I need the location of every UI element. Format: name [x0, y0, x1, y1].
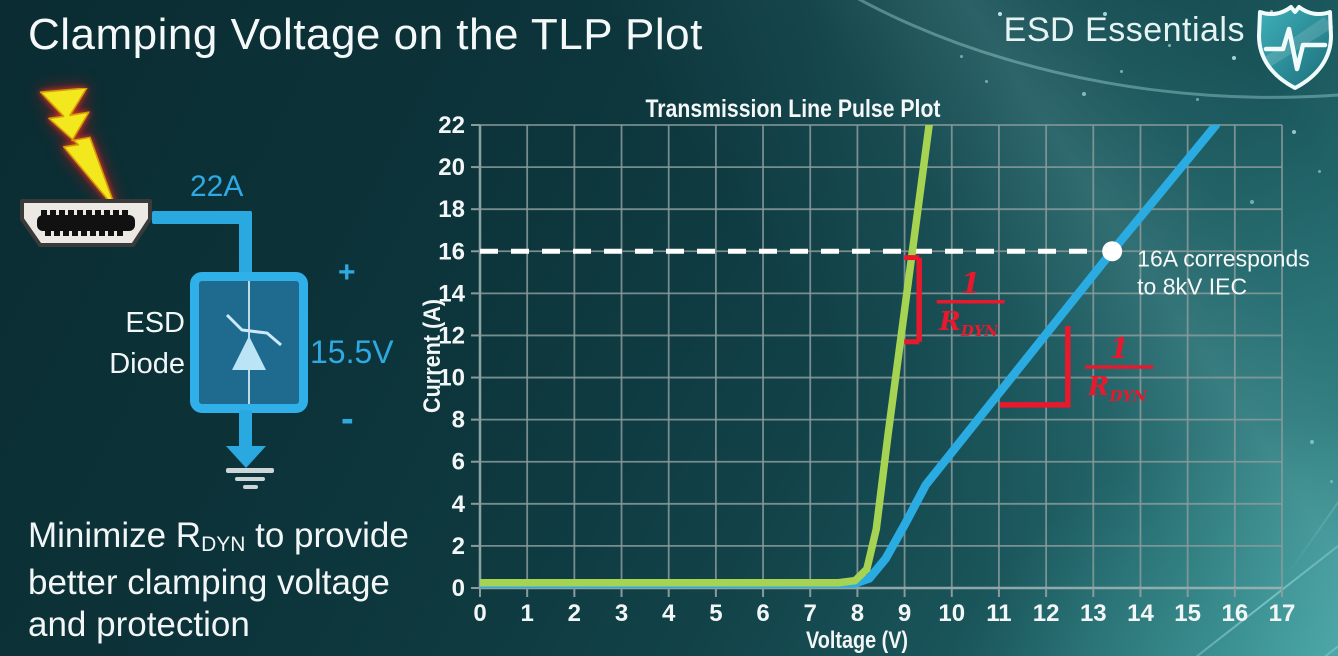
particle-dot	[1103, 12, 1107, 16]
wire-vertical-top	[239, 211, 252, 277]
x-tick-label: 2	[568, 600, 581, 627]
x-axis-title: Voltage (V)	[806, 627, 908, 654]
x-tick-label: 17	[1269, 600, 1296, 627]
y-tick-label: 20	[438, 154, 465, 181]
y-tick-label: 18	[438, 196, 465, 223]
particle-dot	[1270, 10, 1273, 13]
x-tick-label: 5	[709, 600, 722, 627]
hdmi-connector-icon	[20, 199, 152, 247]
y-tick-label: 16	[438, 238, 465, 265]
y-tick-label: 10	[438, 365, 465, 392]
polarity-plus-label: +	[338, 256, 356, 289]
blue-curve	[480, 125, 1221, 588]
marker-label-line2: to 8kV IEC	[1137, 273, 1247, 299]
surge-current-label: 22A	[190, 170, 244, 203]
x-tick-label: 15	[1174, 600, 1201, 627]
ground-icon	[226, 468, 274, 473]
wire-horizontal	[152, 211, 252, 224]
particle-dot	[1120, 70, 1123, 73]
y-tick-label: 2	[452, 533, 465, 560]
rdyn-fraction-blue-numerator: 1	[1109, 332, 1128, 365]
x-tick-label: 11	[986, 600, 1011, 627]
note-text: Minimize RDYN to provide better clamping …	[28, 516, 409, 644]
arrow-down-icon	[226, 446, 266, 468]
device-label: ESD Diode	[90, 303, 185, 385]
esd-diode-box	[190, 272, 308, 413]
x-tick-label: 1	[520, 600, 533, 627]
particle-dot	[1196, 98, 1199, 101]
marker-label-line1: 16A corresponds	[1137, 245, 1310, 271]
x-tick-label: 0	[473, 600, 486, 627]
y-tick-label: 0	[452, 575, 465, 602]
brand-name: ESD Essentials	[1003, 11, 1245, 49]
particle-dot	[1310, 440, 1314, 444]
zener-diode-icon	[225, 281, 282, 404]
particle-dot	[998, 12, 1002, 16]
slope-corner-blue	[999, 325, 1071, 408]
ground-icon	[235, 477, 265, 481]
particle-dot	[1318, 170, 1321, 173]
x-tick-label: 8	[851, 600, 864, 627]
x-tick-label: 4	[662, 600, 676, 627]
shield-pulse-icon	[1257, 5, 1334, 90]
particle-dot	[1082, 92, 1086, 96]
y-tick-label: 8	[452, 407, 465, 434]
marker-dot	[1102, 241, 1123, 262]
particle-dot	[960, 55, 963, 58]
ground-icon	[243, 485, 258, 489]
particle-dot	[1232, 56, 1236, 60]
particle-dot	[1046, 35, 1049, 38]
tlp-chart: 0 1 2 3 4 5 6 7 8 9 10 11 12 13 14 15 16 1702468101214161…	[419, 95, 1310, 654]
x-tick-label: 6	[756, 600, 769, 627]
chart-title: Transmission Line Pulse Plot	[646, 95, 942, 123]
x-tick-label: 3	[615, 600, 628, 627]
rdyn-fraction-green-denominator: RDYN	[938, 307, 999, 340]
x-tick-label: 16	[1221, 600, 1248, 627]
x-tick-label: 12	[1033, 600, 1060, 627]
y-tick-label: 22	[438, 112, 465, 139]
particle-dot	[1168, 44, 1171, 47]
device-label-line1: ESD	[125, 307, 185, 339]
device-label-line2: Diode	[109, 348, 185, 380]
x-tick-label: 13	[1080, 600, 1107, 627]
x-tick-label: 7	[804, 600, 817, 627]
x-tick-label: 14	[1127, 600, 1154, 627]
y-tick-label: 6	[452, 449, 465, 476]
y-tick-label: 12	[438, 322, 465, 349]
lightning-icon	[39, 88, 117, 211]
page-title: Clamping Voltage on the TLP Plot	[28, 10, 703, 59]
y-tick-label: 14	[438, 280, 465, 307]
wire-vertical-bottom	[239, 410, 252, 454]
particle-dot	[1330, 480, 1333, 483]
green-curve	[480, 125, 933, 587]
polarity-minus-label: -	[341, 398, 354, 440]
x-tick-label: 10	[938, 600, 965, 627]
rdyn-fraction-green-numerator: 1	[961, 267, 980, 300]
particle-dot	[1250, 200, 1254, 204]
particle-dot	[1292, 130, 1296, 134]
y-tick-label: 4	[452, 491, 466, 518]
clamping-voltage-label: 15.5V	[310, 334, 394, 370]
y-axis-title: Current (A)	[419, 299, 446, 413]
x-tick-label: 9	[898, 600, 911, 627]
particle-dot	[985, 80, 988, 83]
